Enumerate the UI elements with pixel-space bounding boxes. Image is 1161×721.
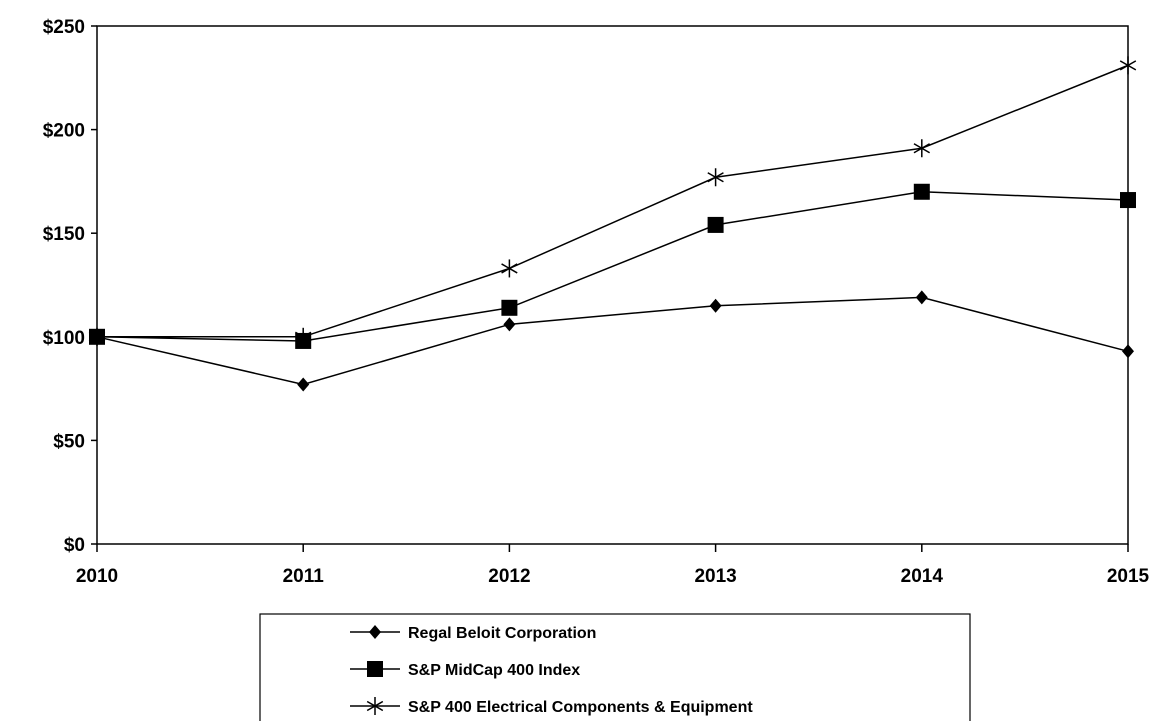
data-point-asterisk [1119,56,1137,75]
legend-label: Regal Beloit Corporation [408,625,596,642]
data-point-asterisk [501,259,518,278]
series-line [96,191,1129,342]
data-point-asterisk [913,139,931,158]
data-point-asterisk [88,327,106,346]
legend-marker-asterisk [366,697,384,715]
legend-label: S&P 400 Electrical Components & Equipmen… [408,699,753,716]
data-point-asterisk [294,327,312,346]
data-point-square [501,299,518,316]
data-point-diamond [709,298,722,313]
y-tick-label: $200 [43,121,85,142]
legend-entry: S&P MidCap 400 Index [350,661,580,679]
y-tick-label: $100 [43,328,85,349]
x-tick-label: 2015 [1107,566,1150,587]
x-tick-label: 2014 [901,566,944,587]
x-tick-label: 2010 [76,566,118,587]
x-axis: 2010 2011 2012 2013 2014 2015 [76,544,1150,587]
y-tick-label: $250 [43,17,85,38]
legend-entry: S&P 400 Electrical Components & Equipmen… [350,697,753,716]
legend-marker-square [367,661,383,677]
series-layer [88,56,1137,392]
legend: Regal Beloit Corporation S&P MidCap 400 I… [259,613,971,721]
data-point-square [707,216,724,233]
plot-area [96,25,1129,545]
y-tick-label: $150 [43,224,85,245]
y-tick-label: $50 [53,431,85,452]
series-3 [88,56,1137,346]
data-point-asterisk [707,168,724,187]
series-2 [89,183,1136,349]
legend-label: S&P MidCap 400 Index [408,662,580,679]
series-line [97,64,1129,338]
data-point-diamond [1122,344,1134,359]
data-point-square [913,183,930,200]
y-tick-label: $0 [64,535,85,556]
x-tick-label: 2011 [283,566,325,587]
x-tick-label: 2012 [488,566,530,587]
legend-marker-diamond [369,625,381,639]
data-point-diamond [503,317,516,332]
data-point-square [1120,192,1136,209]
data-point-diamond [297,377,310,392]
series-line [96,296,1129,386]
y-axis: $0 $50 $100 $150 $200 $250 [43,17,97,556]
x-tick-label: 2013 [694,566,736,587]
data-point-diamond [915,290,928,305]
legend-entry: Regal Beloit Corporation [350,625,596,642]
